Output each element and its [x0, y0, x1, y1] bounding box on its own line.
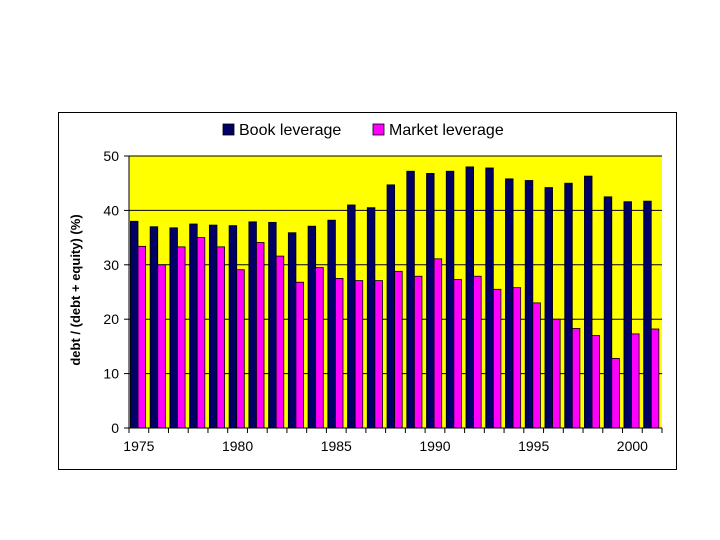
bar-market-1992 [473, 275, 482, 429]
legend-swatch-book [222, 123, 235, 136]
x-tick-label-1990: 1990 [419, 438, 450, 454]
bar-market-1994 [512, 287, 522, 429]
bar-book-1975 [130, 220, 139, 429]
bar-book-1998 [584, 175, 593, 429]
bar-market-1976 [157, 264, 166, 429]
bar-book-1989 [406, 170, 415, 429]
bar-book-1979 [208, 224, 218, 429]
axes: 0 10 20 30 40 50 1975 1980 1985 1990 1995 2000 [103, 148, 663, 454]
bar-market-1981 [256, 242, 265, 429]
chart-frame: Book leverage Market leverage 0 10 20 30 40 50… [58, 112, 677, 470]
bar-market-1995 [532, 302, 541, 429]
bar-market-1997 [571, 328, 581, 429]
x-tick-label-1985: 1985 [321, 438, 352, 454]
bar-market-2000 [631, 333, 640, 429]
bar-book-1990 [426, 173, 435, 429]
legend-label-book: Book leverage [239, 122, 341, 139]
bar-book-1987 [366, 207, 376, 429]
bar-market-1987 [374, 280, 383, 429]
y-tick-label: 40 [103, 202, 119, 218]
y-tick-label: 0 [111, 420, 119, 436]
bar-book-1978 [189, 223, 198, 429]
x-tick-label-1995: 1995 [518, 438, 549, 454]
bar-book-1991 [445, 170, 455, 429]
y-tick-label: 20 [103, 311, 119, 327]
bar-market-1975 [137, 245, 146, 429]
leverage-chart: Book leverage Market leverage 0 10 20 30 40 50… [68, 122, 663, 454]
bar-book-1993 [485, 167, 494, 429]
bar-book-2000 [623, 201, 632, 429]
bar-book-1995 [524, 180, 534, 429]
y-tick-label: 10 [103, 366, 119, 382]
x-tick-label-1980: 1980 [222, 438, 253, 454]
bar-market-1991 [453, 279, 462, 429]
bar-market-1998 [591, 335, 601, 429]
bar-market-1990 [433, 258, 443, 429]
bar-book-1984 [307, 225, 317, 429]
bar-market-1979 [216, 246, 225, 429]
bar-market-1989 [413, 275, 423, 429]
bar-market-1984 [315, 267, 324, 429]
bar-book-1996 [544, 187, 553, 429]
y-tick-label: 30 [103, 257, 119, 273]
bar-market-1986 [354, 280, 364, 429]
bar-book-1980 [228, 225, 238, 429]
bar-book-1985 [327, 219, 336, 429]
bar-market-1983 [295, 281, 304, 429]
bar-market-1980 [236, 269, 245, 429]
y-axis-title: debt / (debt + equity) (%) [68, 214, 83, 365]
bar-book-1982 [268, 221, 277, 429]
bar-book-1999 [603, 196, 613, 429]
bar-market-1978 [196, 237, 206, 429]
bar-book-1976 [149, 226, 159, 429]
bar-book-1986 [347, 204, 356, 429]
bar-market-1982 [275, 255, 285, 429]
bar-market-1977 [177, 246, 186, 429]
bar-market-1993 [492, 288, 502, 429]
legend-label-market: Market leverage [389, 122, 504, 139]
bar-book-1994 [505, 178, 514, 429]
bar-book-2001 [643, 200, 652, 429]
bar-book-1997 [564, 182, 573, 429]
bar-book-1988 [386, 184, 396, 429]
legend-swatch-market [372, 123, 385, 136]
bar-book-1977 [169, 227, 178, 429]
bar-book-1983 [287, 232, 297, 429]
legend: Book leverage Market leverage [222, 122, 504, 139]
bar-book-1992 [465, 166, 474, 429]
x-tick-label-2000: 2000 [617, 438, 648, 454]
x-tick-label-1975: 1975 [123, 438, 154, 454]
bar-market-1999 [611, 357, 620, 429]
bar-market-1985 [335, 277, 344, 429]
bar-book-1981 [248, 221, 257, 429]
bar-market-2001 [650, 328, 660, 429]
bar-market-1988 [394, 270, 403, 429]
bar-market-1996 [552, 318, 561, 429]
y-tick-label: 50 [103, 148, 119, 164]
